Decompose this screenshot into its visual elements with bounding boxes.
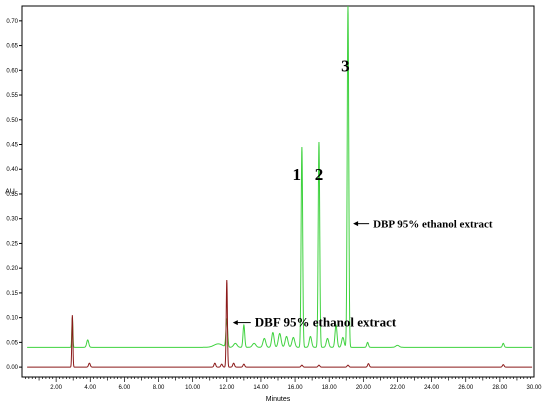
peak-label-3: 3: [341, 56, 350, 75]
y-tick-label: 0.15: [6, 291, 18, 297]
x-tick-label: 26.00: [458, 385, 474, 391]
x-tick-label: 14.00: [253, 385, 269, 391]
annotation-dbf: DBF 95% ethanol extract: [232, 315, 397, 330]
x-tick-label: 22.00: [390, 385, 406, 391]
y-tick-label: 0.40: [6, 167, 18, 173]
x-tick-label: 30.00: [526, 385, 542, 391]
x-tick-label: 28.00: [492, 385, 508, 391]
y-tick-label: 0.20: [6, 266, 18, 272]
x-tick-label: 2.00: [50, 385, 62, 391]
x-tick-label: 18.00: [322, 385, 338, 391]
x-tick-label: 10.00: [185, 385, 201, 391]
x-tick-label: 8.00: [153, 385, 165, 391]
x-tick-label: 20.00: [356, 385, 372, 391]
series-line-2: [27, 280, 533, 368]
y-tick-label: 0.35: [6, 192, 18, 198]
annotation-arrowhead-dbp: [353, 221, 359, 227]
y-tick-label: 0.30: [6, 217, 18, 223]
series-layer: [27, 5, 533, 368]
annotation-text-dbf: DBF 95% ethanol extract: [255, 315, 397, 330]
peak-label-2: 2: [315, 165, 324, 184]
x-tick-label: 16.00: [288, 385, 304, 391]
y-tick-label: 0.05: [6, 340, 18, 346]
y-tick-label: 0.25: [6, 241, 18, 247]
y-tick-label: 0.55: [6, 93, 18, 99]
y-tick-label: 0.10: [6, 316, 18, 322]
peak-label-1: 1: [293, 165, 302, 184]
x-tick-label: 4.00: [84, 385, 96, 391]
series-line-1: [27, 5, 533, 348]
x-tick-label: 6.00: [119, 385, 131, 391]
y-tick-label: 0.00: [6, 365, 18, 371]
y-tick-label: 0.45: [6, 143, 18, 149]
y-axis: 0.00 0.05 0.10 0.15 0.20 0.25 0.30 0.35 0.40 0.45…: [6, 19, 22, 371]
y-axis-label: AU: [5, 189, 15, 196]
annotation-arrowhead-dbf: [232, 320, 238, 326]
x-axis-label: Minutes: [266, 396, 291, 403]
x-tick-label: 12.00: [219, 385, 235, 391]
y-tick-label: 0.70: [6, 19, 18, 25]
annotation-dbp: DBP 95% ethanol extract: [353, 219, 493, 231]
y-tick-label: 0.60: [6, 68, 18, 74]
y-tick-label: 0.65: [6, 44, 18, 50]
annotation-text-dbp: DBP 95% ethanol extract: [373, 219, 493, 231]
y-tick-label: 0.50: [6, 118, 18, 124]
x-tick-label: 24.00: [424, 385, 440, 391]
x-axis: 2.00 4.00 6.00 8.00 10.00 12.00 14.00 16.00 18.0…: [25, 377, 542, 391]
